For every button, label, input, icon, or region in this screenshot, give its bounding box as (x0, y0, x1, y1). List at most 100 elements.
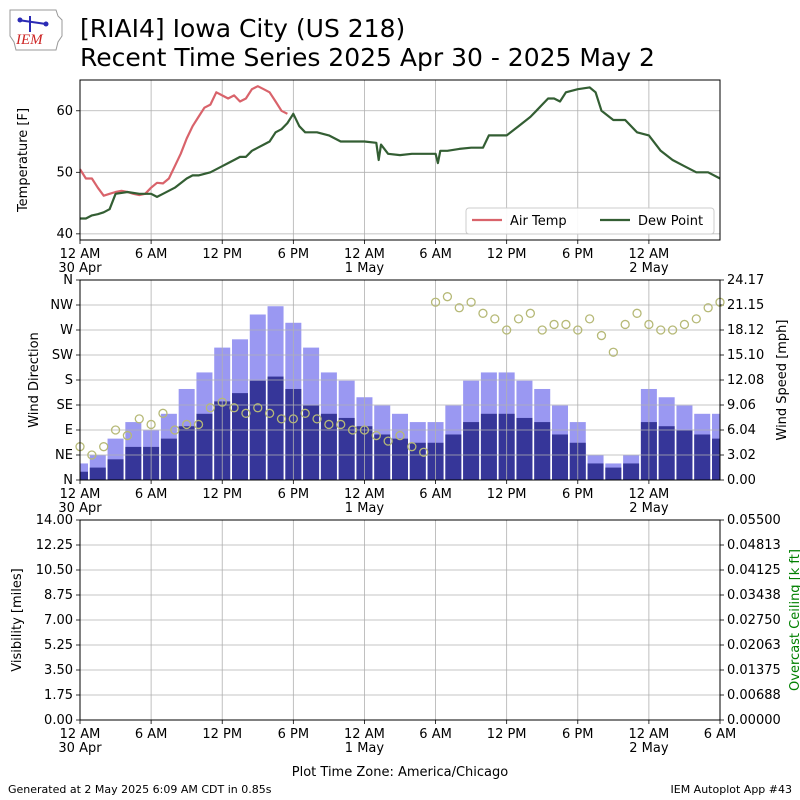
y2-axis-label: Wind Speed [mph] (775, 320, 790, 441)
x-tick-label: 6 PM (562, 487, 593, 502)
wind-speed-bar (267, 376, 284, 480)
x-tick-label-date: 2 May (629, 501, 669, 516)
y2-tick-label: 15.10 (727, 348, 764, 363)
wind-direction-point (122, 430, 133, 441)
wind-speed-bar (392, 438, 408, 480)
wind-speed-bar (303, 405, 320, 480)
x-tick-label-date: 1 May (345, 261, 385, 276)
wind-direction-point (276, 414, 287, 424)
x-tick-label-date: 30 Apr (58, 501, 102, 516)
y-tick-label: 1.75 (44, 688, 73, 703)
wind-direction-point (359, 425, 370, 435)
y-tick-label: SE (57, 398, 73, 413)
x-tick-label: 12 PM (487, 247, 527, 262)
wind-speed-bar (160, 438, 177, 480)
y2-tick-label: 0.04125 (727, 563, 781, 578)
wind-direction-point (454, 303, 464, 313)
wind-direction-point (371, 430, 381, 441)
legend-label-air-temp: Air Temp (510, 214, 567, 229)
x-tick-label-date: 1 May (345, 501, 385, 516)
x-tick-label: 6 AM (135, 727, 168, 742)
y-tick-label: NE (55, 448, 73, 463)
app-credit: IEM Autoplot App #43 (670, 783, 793, 796)
y-tick-label: N (63, 273, 73, 288)
x-tick-label: 6 AM (135, 487, 168, 502)
y-tick-label: 10.50 (36, 563, 73, 578)
wind-direction-point (679, 319, 690, 330)
x-tick-label: 12 PM (487, 487, 527, 502)
wind-direction-point (170, 425, 180, 435)
y2-tick-label: 24.17 (727, 273, 764, 288)
wind-speed-bar (320, 413, 337, 480)
wind-direction-point (537, 325, 547, 335)
y-tick-label: S (65, 373, 73, 388)
x-tick-label-date: 2 May (629, 741, 669, 756)
wind-direction-point (395, 430, 405, 441)
x-tick-label: 12 PM (202, 487, 242, 502)
wind-speed-bar (409, 442, 426, 480)
x-tick-label: 12 AM (344, 247, 385, 262)
x-tick-label: 12 AM (628, 487, 669, 502)
y2-tick-label: 0.03438 (727, 588, 781, 603)
y-tick-label: 60 (56, 104, 73, 119)
y-axis-label: Temperature [F] (16, 108, 31, 213)
wind-direction-point (158, 408, 168, 418)
plot-frame (79, 79, 721, 241)
y-tick-label: 3.50 (44, 663, 73, 678)
x-tick-label: 6 PM (278, 247, 309, 262)
y-tick-label: 5.25 (44, 638, 73, 653)
x-tick-label: 6 AM (419, 727, 452, 742)
x-tick-label-date: 2 May (629, 261, 669, 276)
wind-speed-bar (125, 446, 142, 480)
y-tick-label: SW (52, 348, 73, 363)
wind-direction-point (656, 325, 666, 335)
y2-tick-label: 0.00688 (727, 688, 781, 703)
wind-direction-point (182, 419, 192, 430)
x-tick-label-date: 1 May (345, 741, 385, 756)
y2-axis-label: Overcast Ceiling [k ft] (788, 549, 800, 691)
wind-direction-point (430, 297, 441, 307)
y2-tick-label: 9.06 (727, 398, 756, 413)
wind-direction-point (703, 303, 713, 313)
wind-direction-point (561, 319, 571, 330)
wind-direction-point (620, 319, 630, 330)
wind-direction-point (419, 447, 429, 457)
y2-tick-label: 12.08 (727, 373, 764, 388)
plot-frame (79, 279, 721, 481)
x-tick-label-date: 30 Apr (58, 741, 102, 756)
plot-frame (79, 519, 721, 721)
wind-direction-point (134, 414, 144, 424)
wind-direction-point (241, 408, 251, 418)
x-tick-label: 12 AM (344, 727, 385, 742)
y-tick-label: NW (50, 298, 73, 313)
wind-speed-bar (463, 422, 480, 480)
y2-tick-label: 0.05500 (727, 513, 781, 528)
wind-direction-point (691, 314, 701, 324)
wind-direction-point (324, 419, 334, 430)
wind-speed-bar (712, 438, 720, 480)
wind-speed-bar (374, 434, 391, 480)
y-axis-label: Wind Direction (27, 332, 42, 428)
wind-direction-point (573, 325, 583, 335)
generated-timestamp: Generated at 2 May 2025 6:09 AM CDT in 0… (8, 783, 272, 796)
x-tick-label: 12 PM (202, 247, 242, 262)
y-axis-label: Visibility [miles] (10, 568, 25, 671)
chart-subtitle: Recent Time Series 2025 Apr 30 - 2025 Ma… (80, 43, 655, 72)
wind-direction-point (253, 403, 263, 413)
y2-tick-label: 0.00000 (727, 713, 781, 728)
x-tick-label: 12 PM (202, 727, 242, 742)
legend: Air Temp Dew Point (465, 207, 715, 235)
y2-tick-label: 21.15 (727, 298, 764, 313)
wind-direction-point (525, 308, 536, 318)
x-tick-label: 6 PM (278, 727, 309, 742)
x-tick-label: 6 PM (278, 487, 309, 502)
y-tick-label: 14.00 (36, 513, 73, 528)
wind-direction-point (632, 308, 642, 318)
wind-speed-bar (623, 463, 640, 480)
y2-tick-label: 0.02750 (727, 613, 781, 628)
chart-title: [RIAI4] Iowa City (US 218) (80, 14, 406, 43)
wind-direction-point (229, 403, 239, 413)
legend-box (465, 207, 715, 235)
x-tick-label-date: 30 Apr (58, 261, 102, 276)
